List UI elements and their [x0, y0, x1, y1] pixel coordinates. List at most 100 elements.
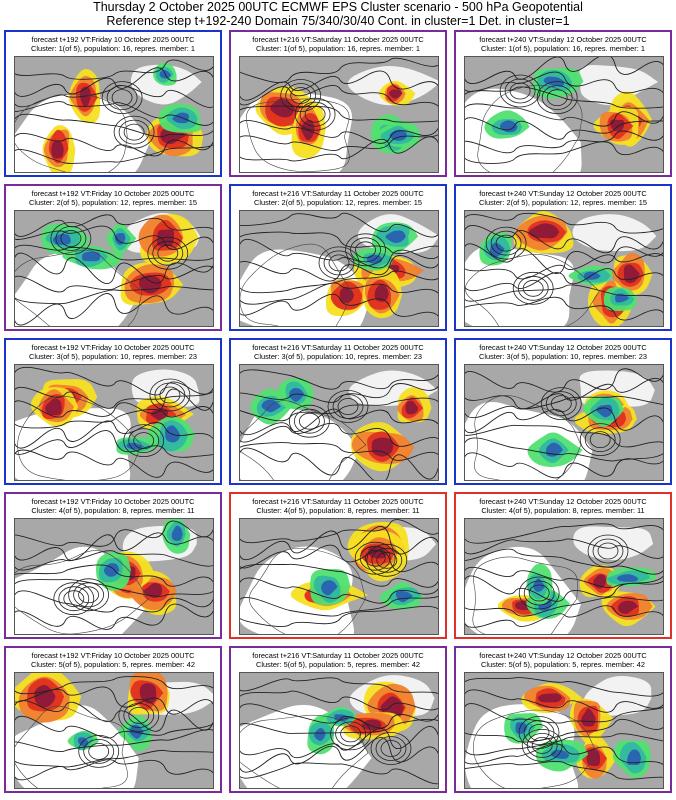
- geopotential-contour: [240, 762, 438, 785]
- cluster-panel: forecast t+192 VT:Friday 10 October 2025…: [4, 338, 222, 485]
- geopotential-contour: [485, 226, 527, 260]
- coastline: [474, 395, 582, 480]
- geopotential-contour: [465, 284, 663, 302]
- negative-anomaly-area: [596, 404, 613, 418]
- geopotential-contour: [465, 130, 663, 154]
- geopotential-contour: [504, 78, 536, 104]
- panel-caption: forecast t+216 VT:Saturday 11 October 20…: [231, 189, 445, 207]
- geopotential-contour: [299, 101, 331, 127]
- coastline: [245, 98, 350, 172]
- geopotential-contour: [240, 690, 438, 711]
- geopotential-contour: [55, 226, 87, 251]
- panel-cluster-info: Cluster: 5(of 5), population: 5, repres.…: [256, 660, 420, 669]
- geopotential-contour: [15, 564, 213, 587]
- geopotential-contour: [465, 212, 663, 234]
- geopotential-contour: [15, 729, 213, 753]
- negative-anomaly-area: [395, 591, 413, 603]
- map-canvas: [15, 211, 213, 326]
- geopotential-contour: [15, 265, 213, 293]
- coastline: [15, 93, 128, 172]
- geopotential-contour: [371, 547, 403, 573]
- geopotential-contour: [154, 382, 186, 408]
- geopotential-contour: [15, 225, 213, 250]
- cluster-panel: forecast t+192 VT:Friday 10 October 2025…: [4, 646, 222, 793]
- geopotential-contour: [521, 729, 563, 762]
- geopotential-contour: [495, 234, 517, 252]
- geopotential-contour: [15, 386, 213, 409]
- negative-anomaly-area: [261, 399, 281, 413]
- geopotential-contour: [522, 279, 544, 297]
- geopotential-contour: [285, 83, 317, 108]
- geopotential-anomaly-map: [239, 672, 439, 789]
- geopotential-contour: [15, 84, 213, 108]
- coastline: [240, 400, 367, 480]
- panel-forecast-time: forecast t+216 VT:Saturday 11 October 20…: [252, 497, 424, 506]
- panel-forecast-time: forecast t+240 VT:Sunday 12 October 2025…: [479, 343, 647, 352]
- geopotential-contour: [465, 718, 663, 743]
- geopotential-contour: [465, 566, 663, 589]
- geopotential-contour: [355, 241, 376, 259]
- negative-anomaly-area: [385, 230, 406, 243]
- panel-caption: forecast t+192 VT:Friday 10 October 2025…: [6, 497, 220, 515]
- coastline: [465, 254, 600, 326]
- positive-anomaly-area: [405, 400, 419, 415]
- geopotential-contour: [15, 532, 213, 561]
- panel-caption: forecast t+216 VT:Saturday 11 October 20…: [231, 343, 445, 361]
- geopotential-contour: [340, 725, 361, 743]
- geopotential-contour: [465, 395, 663, 419]
- map-canvas: [15, 519, 213, 634]
- panel-cluster-info: Cluster: 4(of 5), population: 8, repres.…: [256, 506, 420, 515]
- geopotential-contour: [123, 703, 155, 728]
- geopotential-contour: [15, 406, 213, 429]
- geopotential-contour: [15, 420, 213, 449]
- coastline: [472, 709, 597, 788]
- panel-caption: forecast t+216 VT:Saturday 11 October 20…: [231, 497, 445, 515]
- geopotential-contour: [15, 550, 213, 571]
- geopotential-contour: [579, 423, 621, 456]
- geopotential-contour: [523, 580, 555, 606]
- geopotential-contour: [465, 424, 663, 448]
- geopotential-contour: [15, 715, 213, 739]
- positive-anomaly-area: [623, 264, 640, 284]
- panel-forecast-time: forecast t+192 VT:Friday 10 October 2025…: [31, 35, 195, 44]
- geopotential-contour: [15, 101, 213, 126]
- geopotential-contour: [88, 743, 110, 760]
- panel-forecast-time: forecast t+240 VT:Sunday 12 October 2025…: [479, 35, 647, 44]
- geopotential-contour: [375, 736, 407, 761]
- geopotential-contour: [584, 427, 616, 452]
- geopotential-contour: [240, 397, 438, 422]
- negative-anomaly-area: [172, 112, 189, 124]
- geopotential-contour: [240, 526, 438, 561]
- geopotential-contour: [465, 243, 663, 274]
- panel-cluster-info: Cluster: 2(of 5), population: 12, repres…: [253, 198, 422, 207]
- geopotential-contour: [15, 603, 213, 630]
- positive-anomaly-area: [143, 583, 163, 598]
- geopotential-contour: [587, 534, 629, 568]
- panel-forecast-time: forecast t+216 VT:Saturday 11 October 20…: [252, 651, 424, 660]
- geopotential-contour: [528, 584, 550, 602]
- geopotential-contour: [509, 82, 531, 100]
- geopotential-contour: [528, 724, 550, 741]
- ocean-area: [579, 65, 659, 106]
- ocean-area: [15, 251, 139, 326]
- geopotential-contour: [111, 89, 133, 106]
- coastline: [240, 243, 352, 326]
- geopotential-contour: [240, 282, 438, 305]
- map-canvas: [465, 57, 663, 172]
- geopotential-contour: [517, 275, 549, 301]
- geopotential-contour: [123, 424, 165, 457]
- geopotential-contour: [240, 293, 438, 317]
- geopotential-contour: [240, 255, 438, 282]
- geopotential-contour: [531, 737, 553, 754]
- geopotential-contour: [465, 377, 663, 410]
- geopotential-contour: [323, 250, 355, 276]
- geopotential-contour: [540, 387, 582, 420]
- map-canvas: [240, 57, 438, 172]
- geopotential-contour: [240, 408, 438, 436]
- geopotential-contour: [337, 398, 359, 415]
- geopotential-anomaly-map: [14, 518, 214, 635]
- geopotential-contour: [240, 212, 438, 238]
- geopotential-contour: [465, 452, 663, 479]
- geopotential-contour: [149, 378, 191, 412]
- geopotential-contour: [364, 549, 386, 567]
